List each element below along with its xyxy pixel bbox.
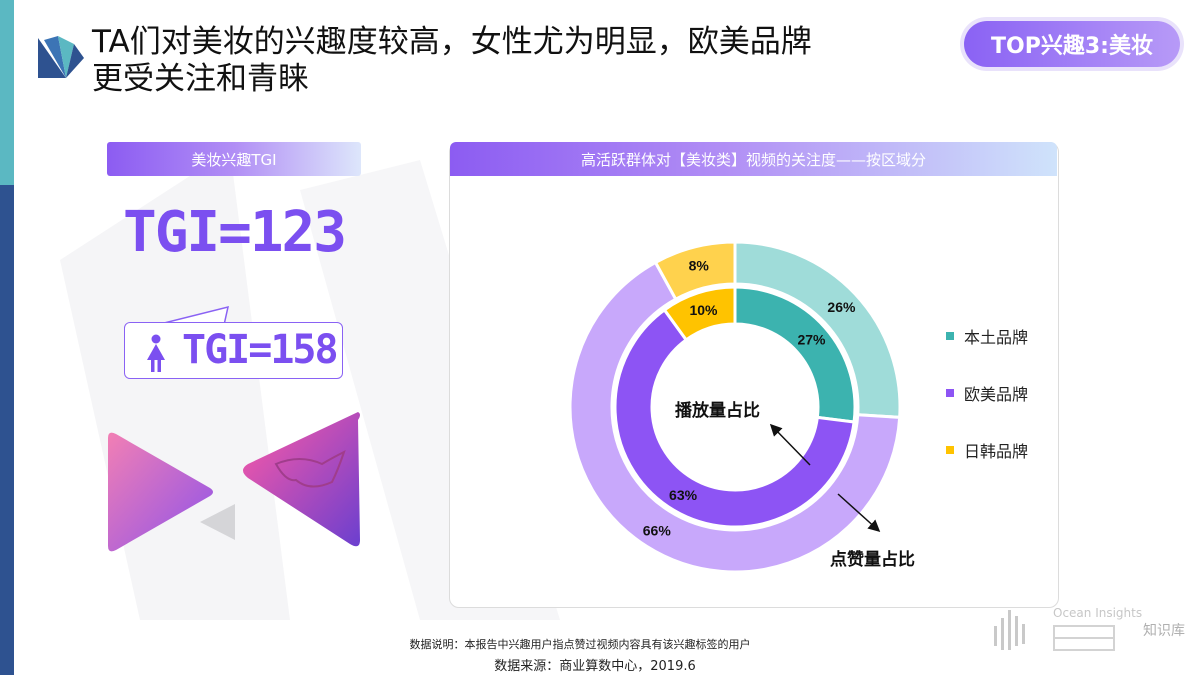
legend-label: 欧美品牌 — [964, 385, 1029, 404]
inner-ring-slice-1 — [613, 307, 856, 529]
page-title-line1: TA们对美妆的兴趣度较高，女性尤为明显，欧美品牌 — [92, 24, 812, 60]
legend-swatch — [946, 446, 954, 454]
outer-ring-label: 点赞量占比 — [830, 550, 915, 570]
inner-ring-label: 播放量占比 — [675, 401, 760, 421]
outer-ring-data-label-0: 26% — [827, 299, 856, 315]
chart-legend: 本土品牌 欧美品牌 日韩品牌 — [946, 322, 1028, 493]
ocean-insights-watermark-icon — [994, 610, 1115, 651]
legend-swatch — [946, 332, 954, 340]
inner-ring-slice-2 — [662, 285, 737, 342]
outer-ring-data-label-1: 66% — [643, 522, 672, 538]
legend-item-local: 本土品牌 — [946, 322, 1028, 350]
tgi-female-value: TGI=158 — [182, 327, 339, 373]
inner-ring-data-label-1: 63% — [669, 487, 698, 503]
outer-ring-data-label-2: 8% — [689, 258, 710, 274]
ring-pointer-arrows — [769, 423, 881, 533]
brand-logo-icon — [38, 36, 84, 78]
nested-donut-chart: 27% 63% 10% 26% 66% 8% — [568, 240, 902, 574]
outer-ring-slice-2 — [653, 240, 737, 302]
tgi-overall-value: TGI=123 — [122, 200, 347, 265]
data-source: 数据来源：商业算数中心，2019.6 — [494, 659, 696, 674]
tgi-section-header: 美妆兴趣TGI — [107, 142, 361, 176]
top-interest-badge: TOP兴趣3:美妆 — [964, 21, 1180, 67]
page-title-line2: 更受关注和青睐 — [92, 61, 309, 97]
left-accent-strip-bottom — [0, 185, 14, 675]
inner-ring-data-label-0: 27% — [797, 332, 826, 348]
play-mask-decoration — [108, 412, 360, 552]
legend-label: 日韩品牌 — [964, 442, 1029, 461]
left-accent-strip-top — [0, 0, 14, 185]
watermark-brand: Ocean Insights — [1053, 606, 1143, 620]
chart-panel-header: 高活跃群体对【美妆类】视频的关注度——按区域分 — [450, 142, 1057, 176]
female-person-icon — [147, 334, 165, 372]
legend-item-jpkr: 日韩品牌 — [946, 436, 1028, 464]
data-note: 数据说明：本报告中兴趣用户指点赞过视频内容具有该兴趣标签的用户 — [409, 638, 751, 651]
speech-bubble-tail — [164, 305, 229, 326]
inner-ring-data-label-2: 10% — [689, 302, 718, 318]
legend-item-western: 欧美品牌 — [946, 379, 1028, 407]
legend-label: 本土品牌 — [964, 328, 1029, 347]
outer-ring-slice-1 — [568, 260, 902, 574]
page-title: TA们对美妆的兴趣度较高，女性尤为明显，欧美品牌 更受关注和青睐 — [92, 24, 952, 98]
legend-swatch — [946, 389, 954, 397]
watermark-site: 知识库 — [1143, 623, 1185, 639]
